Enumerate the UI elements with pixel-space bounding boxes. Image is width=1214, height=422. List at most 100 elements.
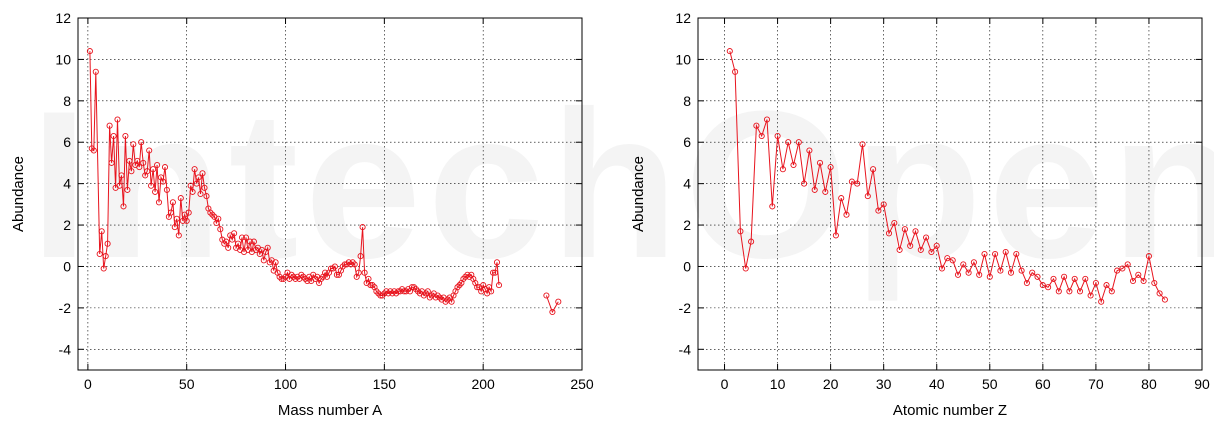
data-point [177,195,184,202]
data-point [250,238,257,245]
data-point [207,209,214,216]
data-point [490,269,497,276]
data-point [779,166,786,173]
data-point [98,228,105,235]
data-point [272,259,279,266]
data-point [1124,261,1131,268]
data-point [838,195,845,202]
data-point [136,164,143,171]
series-line [729,50,1166,304]
y-tick-label: 2 [63,217,71,233]
data-point [351,261,358,268]
data-point [288,271,295,278]
data-point [195,174,202,181]
data-point [246,238,254,245]
data-point [365,275,372,282]
data-point [185,209,192,216]
data-point [290,273,297,280]
data-point [331,263,338,270]
data-point [1161,296,1168,303]
y-tick-label: -4 [59,341,72,357]
data-point [827,164,834,171]
data-point [96,250,103,258]
x-tick-label: 30 [876,376,892,392]
data-point [148,182,155,189]
data-point [885,230,893,237]
data-point [104,240,111,247]
data-point [448,298,455,305]
data-point [120,203,127,210]
data-point [130,141,137,148]
data-point [128,168,135,175]
data-point [387,288,394,295]
x-tick-label: 50 [179,376,195,392]
y-tick-label: -2 [679,300,692,316]
data-point [252,246,259,253]
data-point [1055,288,1062,295]
data-point [183,217,190,224]
data-point [1061,273,1068,280]
data-point [329,265,337,272]
data-point [907,242,914,249]
data-point [171,224,178,231]
data-point [928,248,935,256]
data-point [1023,279,1030,287]
data-point [944,255,951,262]
data-point [369,282,376,289]
data-point [114,116,121,123]
data-point [763,116,771,123]
y-tick-label: 4 [683,176,691,192]
data-point [742,265,749,272]
data-point [312,275,319,282]
data-point [960,261,967,268]
y-axis-label: Abundance [10,156,27,232]
data-point [1098,298,1105,305]
data-point [223,238,230,245]
data-point [790,161,797,169]
data-point [875,207,882,214]
data-point [179,217,186,224]
data-point [217,226,224,233]
x-tick-label: 150 [373,376,397,392]
data-point [801,180,808,187]
data-point [1082,275,1089,282]
x-tick-label: 60 [1035,376,1051,392]
data-point [1135,271,1142,278]
y-tick-label: 0 [63,258,71,274]
data-point [464,271,471,278]
data-point [424,288,431,295]
data-point [108,159,115,166]
data-point [981,250,988,258]
data-point [491,269,499,276]
data-point [102,253,109,260]
data-point [154,161,161,169]
data-point [260,257,267,264]
data-point [359,224,366,231]
data-point [242,234,250,241]
data-point [822,188,829,195]
data-point [403,288,410,295]
data-point [938,265,946,272]
data-point [891,219,898,227]
data-point [292,275,299,282]
data-point [300,273,307,280]
data-point [420,292,427,299]
data-point [1050,275,1057,282]
data-point [460,275,467,282]
data-point [1108,288,1115,295]
y-tick-label: 8 [63,93,71,109]
data-point [385,290,392,297]
data-point [318,275,325,282]
data-point [1076,288,1084,295]
y-tick-label: -4 [679,341,692,357]
data-point [859,141,866,148]
data-point [1034,273,1041,280]
data-point [753,122,760,129]
data-point [173,215,180,222]
data-point [175,232,182,239]
data-point [298,271,305,278]
data-point [138,139,145,146]
x-tick-label: 90 [1194,376,1210,392]
data-point [343,261,350,268]
y-tick-label: 0 [683,258,691,274]
